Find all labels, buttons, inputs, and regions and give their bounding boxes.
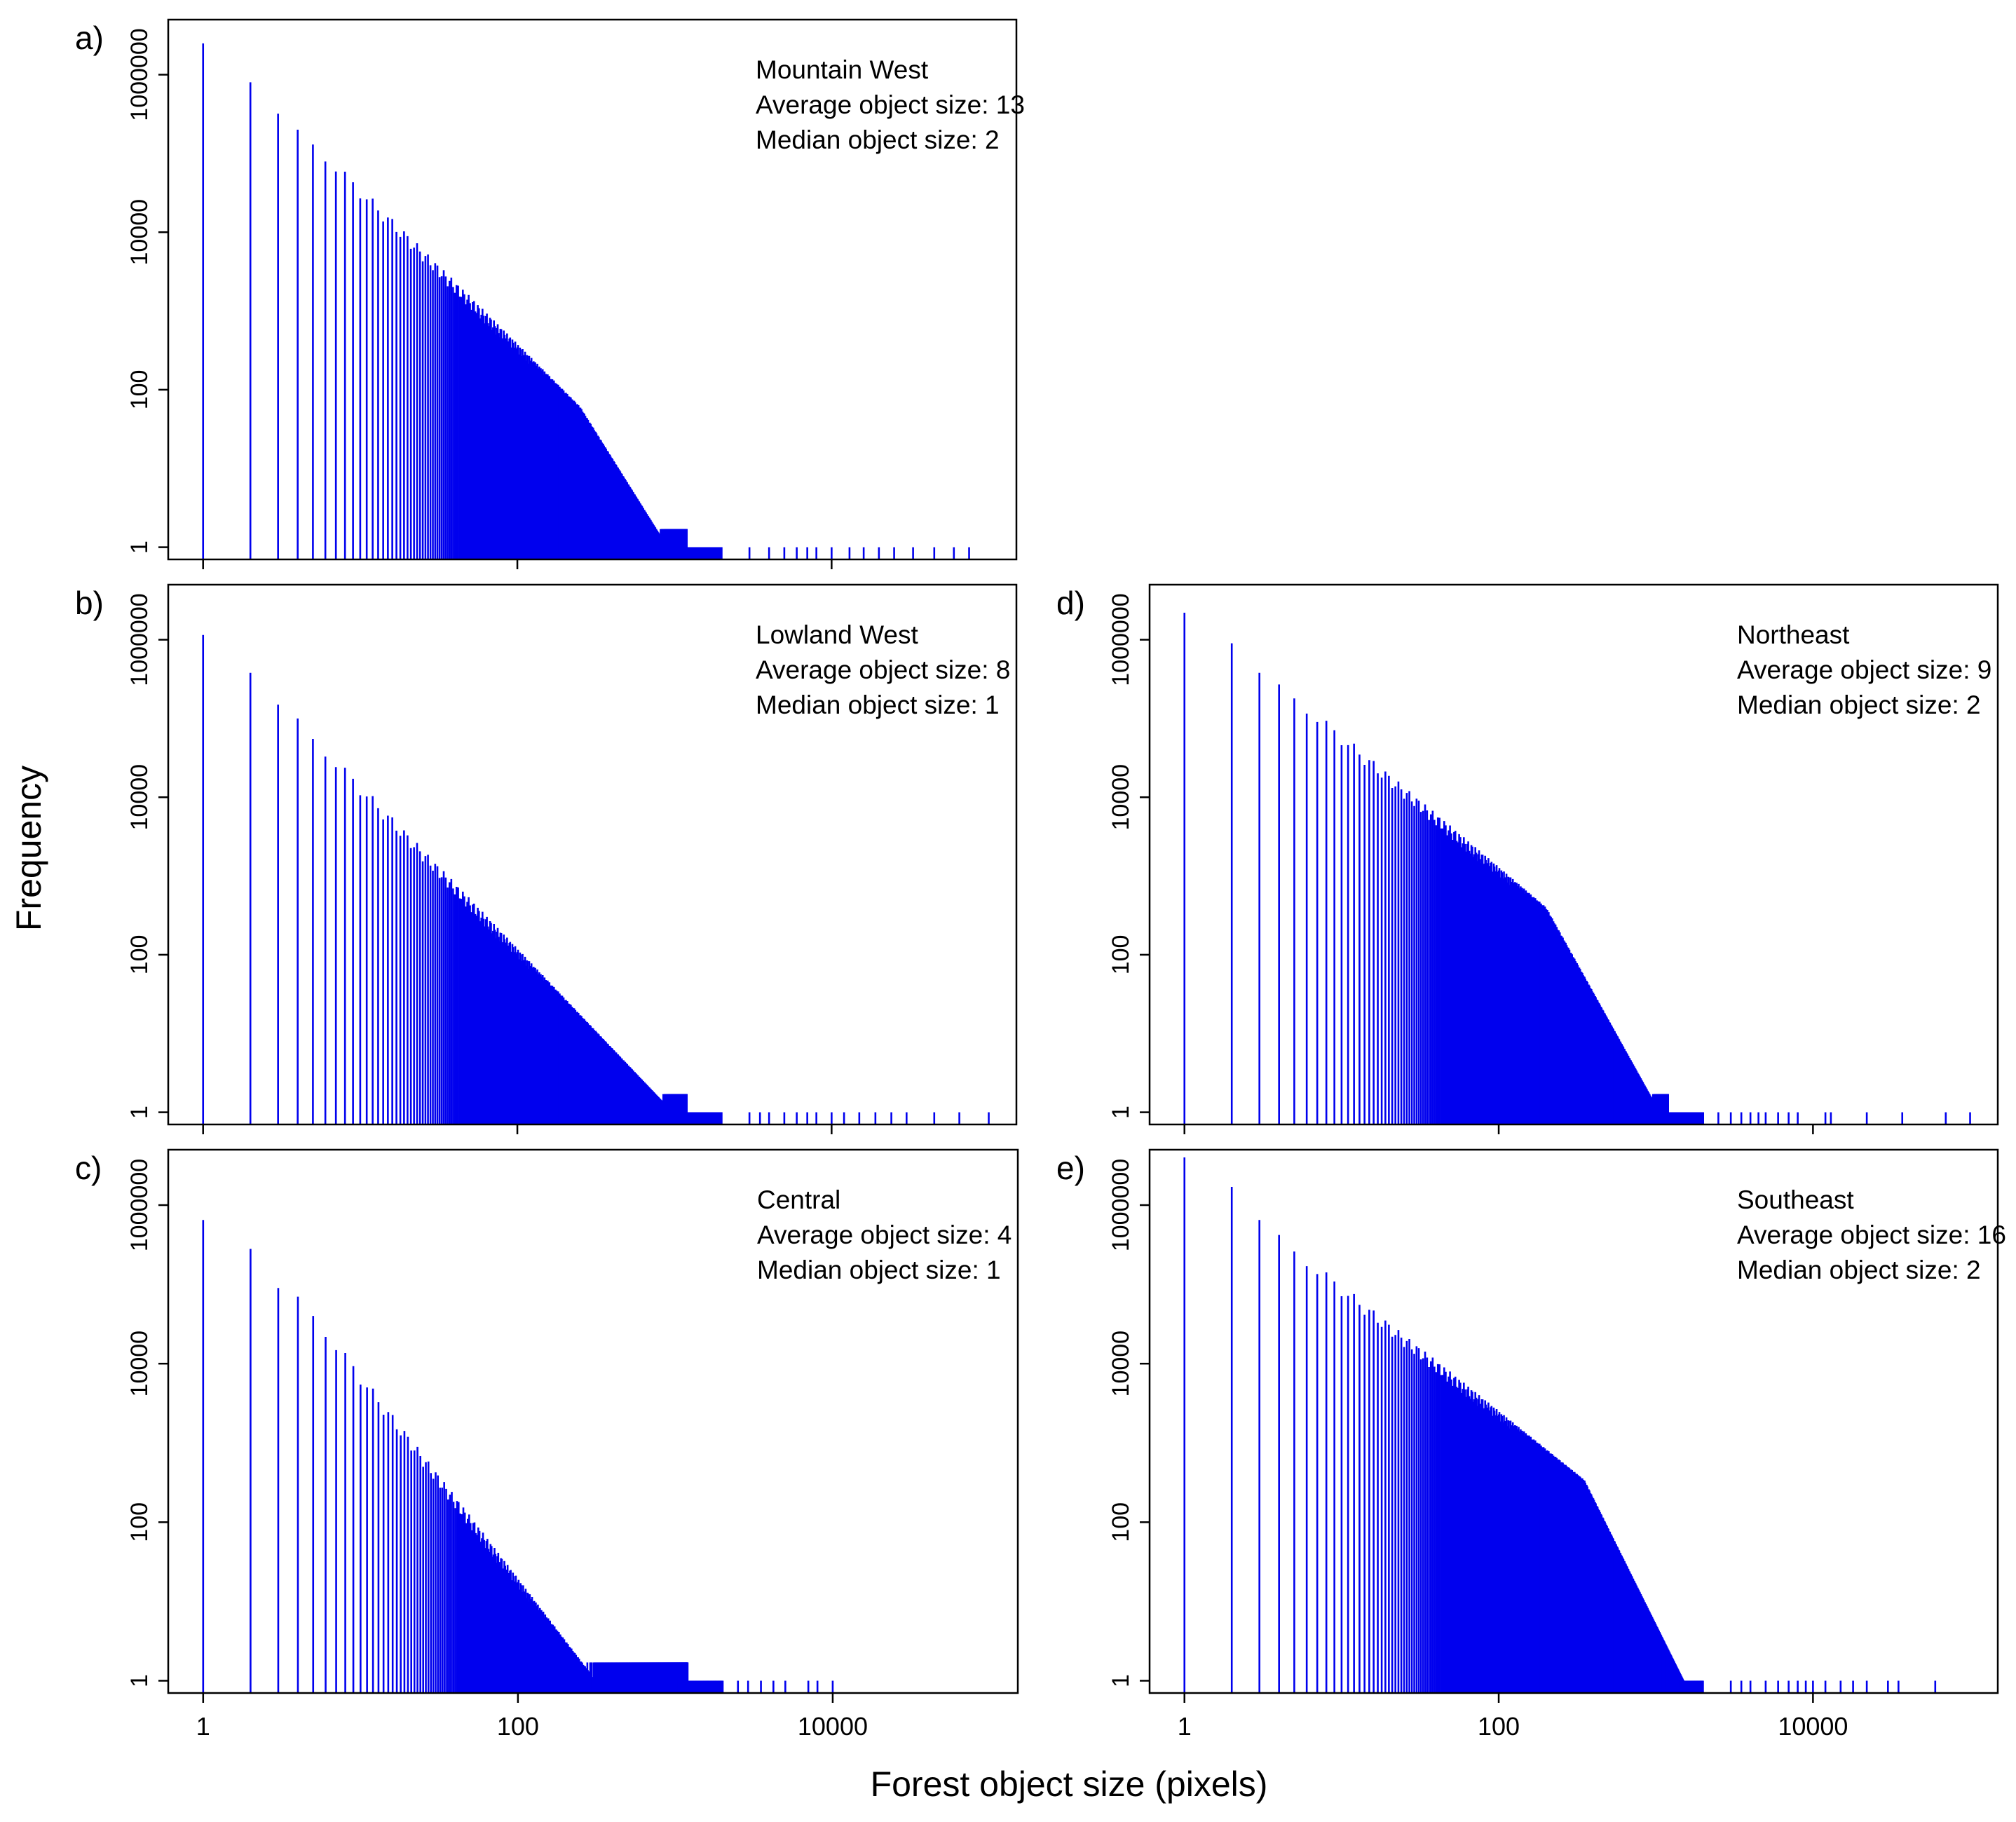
panel-annotation: Median object size: 2	[1737, 691, 1981, 719]
panel-b: 1 100 10000 1000000 b) Lowland West Average ob…	[75, 583, 1018, 1134]
bar-series	[202, 43, 970, 559]
y-tick-label: 1000000	[126, 593, 153, 686]
x-axis-label: Forest object size (pixels)	[871, 1765, 1268, 1804]
bar-series	[202, 634, 990, 1124]
panel-annotation: Average object size: 13	[756, 90, 1025, 119]
y-tick-label: 100	[1108, 935, 1134, 975]
y-tick-label: 100	[126, 935, 153, 975]
y-tick-label: 1000000	[126, 1159, 153, 1251]
x-tick-label: 1	[196, 1712, 210, 1741]
panel-label: c)	[75, 1150, 102, 1186]
x-tick-label: 100	[497, 1712, 539, 1741]
x-tick-label: 10000	[798, 1712, 868, 1741]
panel-annotation: Median object size: 2	[756, 125, 1000, 154]
y-tick-label: 1000000	[126, 28, 153, 121]
y-tick-label: 1	[126, 1674, 153, 1687]
y-tick-label: 1	[126, 1106, 153, 1119]
panel-annotation: Average object size: 4	[757, 1221, 1012, 1249]
y-tick-label: 100	[126, 370, 153, 410]
panel-title: Mountain West	[756, 55, 929, 84]
panel-annotation: Median object size: 1	[756, 691, 1000, 719]
panels: 1 100 10000 1000000 a) Mountain West Average o…	[75, 18, 2006, 1741]
panel-c: 1 100 10000 1000000 1 100 10000 c) Central Averag…	[75, 1148, 1019, 1741]
bar-series	[202, 1220, 834, 1693]
y-tick-label: 1	[126, 541, 153, 554]
y-axis-label: Frequency	[9, 766, 48, 931]
y-tick-label: 10000	[126, 1331, 153, 1397]
plot-frame	[167, 18, 1018, 561]
panel-title: Northeast	[1737, 620, 1850, 649]
panel-annotation: Average object size: 9	[1737, 655, 1991, 684]
panel-label: a)	[75, 20, 104, 56]
y-tick-label: 10000	[1108, 764, 1134, 831]
panel-d: 1 100 10000 1000000 d) Northeast Average objec…	[1056, 583, 1999, 1134]
y-tick-label: 1	[1108, 1106, 1134, 1119]
panel-annotation: Median object size: 1	[757, 1256, 1001, 1284]
plot-frame	[167, 1148, 1019, 1694]
y-tick-label: 100	[126, 1502, 153, 1542]
y-tick-label: 1000000	[1108, 593, 1134, 686]
y-tick-label: 10000	[126, 199, 153, 266]
bar-series	[1183, 1157, 1937, 1693]
panel-annotation: Average object size: 8	[756, 655, 1010, 684]
panel-label: b)	[75, 585, 104, 621]
y-tick-label: 10000	[126, 764, 153, 831]
plot-frame	[167, 583, 1018, 1126]
plot-frame	[1148, 583, 1999, 1126]
panel-title: Central	[757, 1185, 840, 1214]
bar-series	[1183, 613, 1971, 1124]
panel-title: Lowland West	[756, 620, 918, 649]
panel-label: d)	[1056, 585, 1085, 621]
panel-a: 1 100 10000 1000000 a) Mountain West Average o…	[75, 18, 1025, 569]
